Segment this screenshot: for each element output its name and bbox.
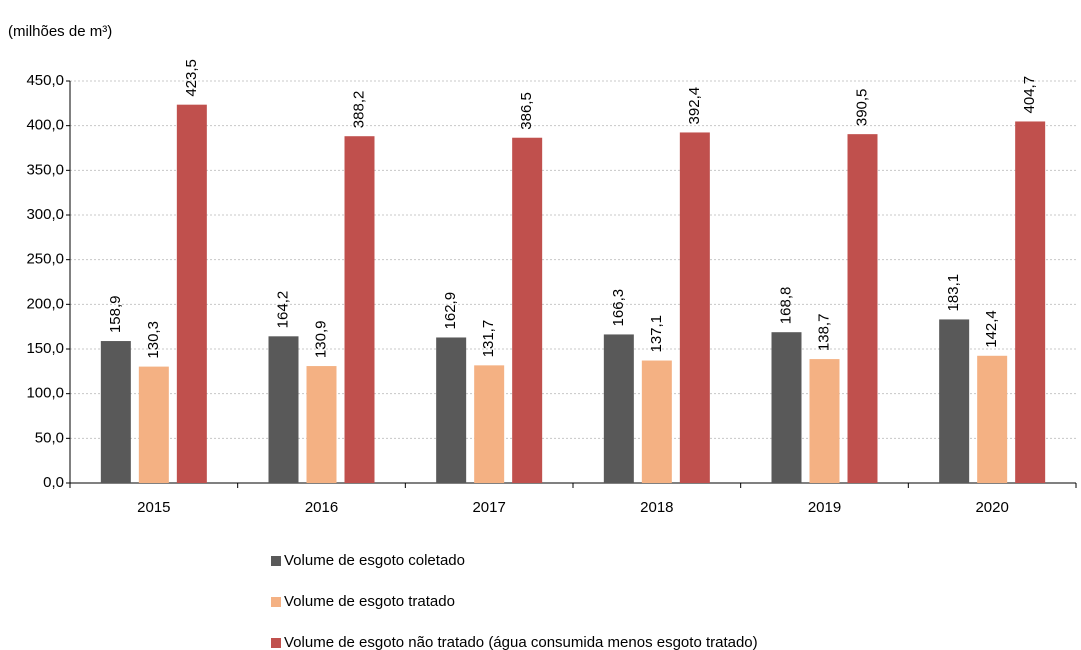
value-label: 131,7 xyxy=(480,320,497,358)
bar xyxy=(138,366,169,483)
axis-label: (milhões de m³) xyxy=(8,23,112,40)
bar xyxy=(474,365,505,483)
value-label: 138,7 xyxy=(815,314,832,352)
bar xyxy=(771,332,802,483)
y-tick-label: 0,0 xyxy=(43,474,64,491)
y-tick-label: 300,0 xyxy=(26,206,64,223)
legend-label: Volume de esgoto não tratado (água consu… xyxy=(284,634,758,650)
bar xyxy=(512,137,543,483)
legend-swatch xyxy=(271,638,281,648)
bar xyxy=(847,134,878,484)
bar xyxy=(176,104,207,483)
x-tick-label: 2017 xyxy=(472,499,505,516)
value-label: 168,8 xyxy=(777,287,794,325)
x-tick-label: 2018 xyxy=(640,499,673,516)
y-tick-label: 400,0 xyxy=(26,117,64,134)
value-label: 386,5 xyxy=(518,92,535,130)
value-label: 162,9 xyxy=(442,292,459,330)
bar xyxy=(809,359,840,483)
bar xyxy=(679,132,710,483)
y-tick-label: 350,0 xyxy=(26,161,64,178)
legend-swatch xyxy=(271,556,281,566)
value-label: 130,3 xyxy=(145,321,162,359)
y-tick-label: 250,0 xyxy=(26,251,64,268)
bar xyxy=(641,360,672,483)
y-tick-label: 450,0 xyxy=(26,72,64,89)
value-label: 423,5 xyxy=(183,59,200,97)
x-tick-label: 2019 xyxy=(808,499,841,516)
value-label: 390,5 xyxy=(853,89,870,127)
bar xyxy=(344,136,375,483)
value-label: 388,2 xyxy=(350,91,367,129)
bar xyxy=(977,355,1008,483)
bar xyxy=(100,341,131,483)
value-label: 183,1 xyxy=(945,274,962,312)
value-label: 404,7 xyxy=(1021,76,1038,114)
x-tick-label: 2015 xyxy=(137,499,170,516)
bar xyxy=(436,337,467,483)
value-label: 142,4 xyxy=(983,310,1000,348)
y-tick-label: 200,0 xyxy=(26,295,64,312)
value-label: 158,9 xyxy=(107,296,124,334)
value-label: 164,2 xyxy=(274,291,291,329)
y-tick-label: 100,0 xyxy=(26,385,64,402)
x-tick-label: 2016 xyxy=(305,499,338,516)
y-tick-label: 50,0 xyxy=(35,429,64,446)
bar xyxy=(306,366,337,483)
bar xyxy=(603,334,634,483)
value-label: 166,3 xyxy=(610,289,627,327)
value-label: 137,1 xyxy=(648,315,665,353)
bar xyxy=(1015,121,1046,483)
bar xyxy=(268,336,299,483)
bar xyxy=(939,319,970,483)
legend-label: Volume de esgoto coletado xyxy=(284,552,465,569)
legend-label: Volume de esgoto tratado xyxy=(284,593,455,610)
x-tick-label: 2020 xyxy=(975,499,1008,516)
value-label: 130,9 xyxy=(312,321,329,359)
y-tick-label: 150,0 xyxy=(26,340,64,357)
value-label: 392,4 xyxy=(686,87,703,125)
legend-swatch xyxy=(271,597,281,607)
